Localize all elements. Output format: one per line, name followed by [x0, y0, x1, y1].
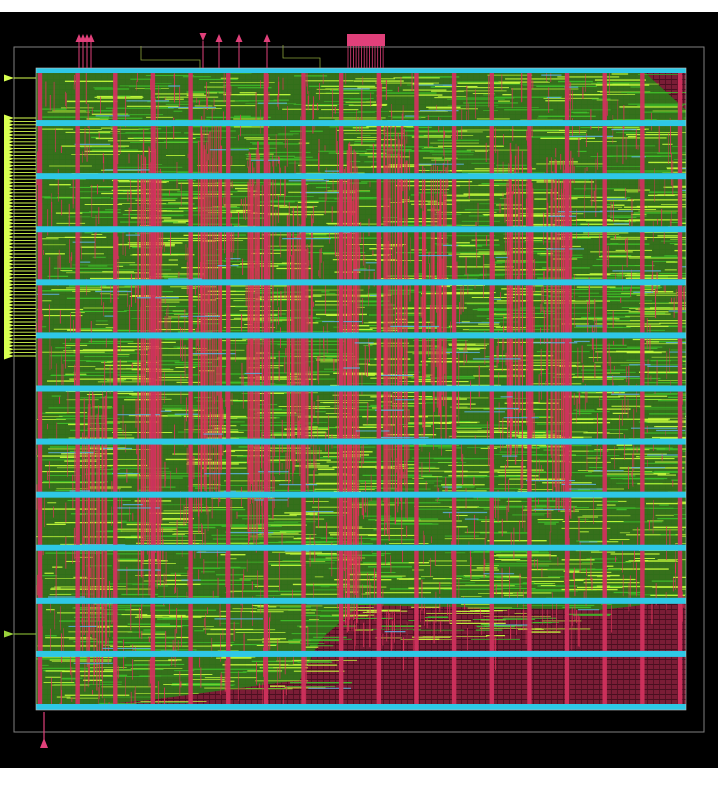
core-boundary	[35, 67, 687, 711]
horizontal-power-rail	[36, 120, 686, 127]
pin-arrow-icon	[199, 33, 207, 41]
horizontal-power-rail	[36, 279, 686, 286]
horizontal-power-rail	[36, 438, 686, 445]
top-io-pins	[75, 33, 385, 68]
horizontal-power-rail	[36, 385, 686, 392]
pin-arrow-icon	[40, 738, 48, 748]
horizontal-power-rails	[36, 68, 686, 710]
horizontal-power-rail	[36, 544, 686, 551]
pin-cluster	[347, 34, 385, 46]
horizontal-power-rail	[36, 491, 686, 498]
left-io-pins	[4, 74, 36, 638]
horizontal-power-rail	[36, 332, 686, 339]
pin-arrow-icon	[87, 34, 95, 42]
pin-arrow-icon	[215, 34, 223, 42]
horizontal-power-rail	[36, 650, 686, 657]
horizontal-power-rail	[36, 597, 686, 604]
horizontal-power-rail	[36, 173, 686, 180]
horizontal-power-rail	[36, 704, 686, 710]
pin-arrow-icon	[4, 352, 14, 360]
core-area	[36, 68, 686, 710]
pin-arrow-icon	[263, 34, 271, 42]
pin-arrow-icon	[4, 630, 14, 638]
pin-arrow-icon	[235, 34, 243, 42]
bottom-io-pin	[40, 712, 48, 748]
pin-route	[140, 45, 321, 68]
horizontal-power-rail	[36, 68, 686, 73]
pin-arrow-icon	[4, 74, 14, 82]
horizontal-power-rail	[36, 226, 686, 233]
